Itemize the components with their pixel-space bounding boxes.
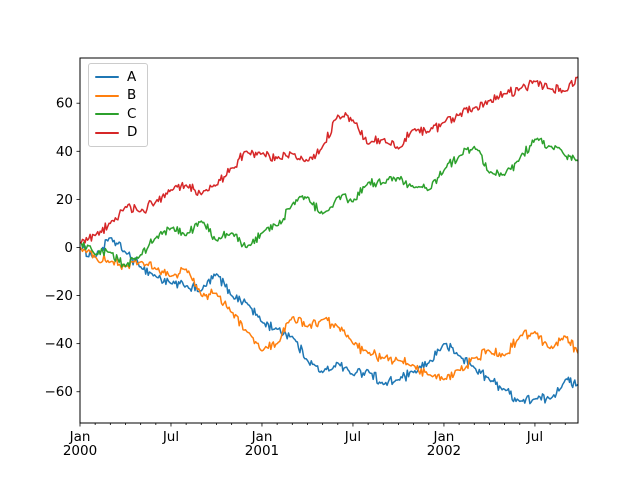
legend-entry-b: B bbox=[95, 87, 141, 105]
legend-label-d: D bbox=[127, 124, 138, 140]
legend-entry-d: D bbox=[95, 124, 141, 142]
series-line-b bbox=[80, 246, 578, 381]
x-tick-label: Jul bbox=[162, 429, 179, 445]
legend-line-b-icon bbox=[95, 94, 119, 97]
series-line-d bbox=[80, 76, 578, 244]
x-tick-year-label: 2000 bbox=[63, 443, 97, 459]
legend-line-c-icon bbox=[95, 113, 119, 116]
legend-label-b: B bbox=[127, 87, 137, 103]
y-tick-label: −40 bbox=[45, 336, 74, 352]
x-tick-label: Jul bbox=[344, 429, 361, 445]
x-tick-label: Jan bbox=[251, 429, 273, 445]
x-tick-year-label: 2001 bbox=[245, 443, 279, 459]
y-tick-label: 60 bbox=[56, 96, 73, 112]
legend: A B C D bbox=[88, 63, 148, 147]
y-tick-label: 20 bbox=[56, 192, 73, 208]
legend-label-c: C bbox=[127, 105, 137, 122]
y-tick-label: 0 bbox=[64, 240, 73, 256]
x-tick-year-label: 2002 bbox=[427, 443, 461, 459]
y-tick-label: −20 bbox=[45, 288, 74, 304]
data-lines bbox=[80, 76, 578, 405]
y-tick-label: −60 bbox=[45, 384, 74, 400]
y-tick-label: 40 bbox=[56, 144, 73, 160]
x-tick-label: Jan bbox=[69, 429, 91, 445]
legend-line-d-icon bbox=[95, 131, 119, 134]
legend-entry-c: C bbox=[95, 105, 141, 123]
series-line-a bbox=[80, 237, 578, 405]
axis-ticks bbox=[76, 102, 566, 427]
plot-frame bbox=[79, 57, 579, 424]
legend-line-a-icon bbox=[95, 76, 119, 79]
legend-label-a: A bbox=[127, 68, 137, 85]
x-tick-label: Jul bbox=[526, 429, 543, 445]
legend-entry-a: A bbox=[95, 68, 141, 86]
series-line-c bbox=[80, 137, 578, 268]
x-tick-label: Jan bbox=[433, 429, 455, 445]
